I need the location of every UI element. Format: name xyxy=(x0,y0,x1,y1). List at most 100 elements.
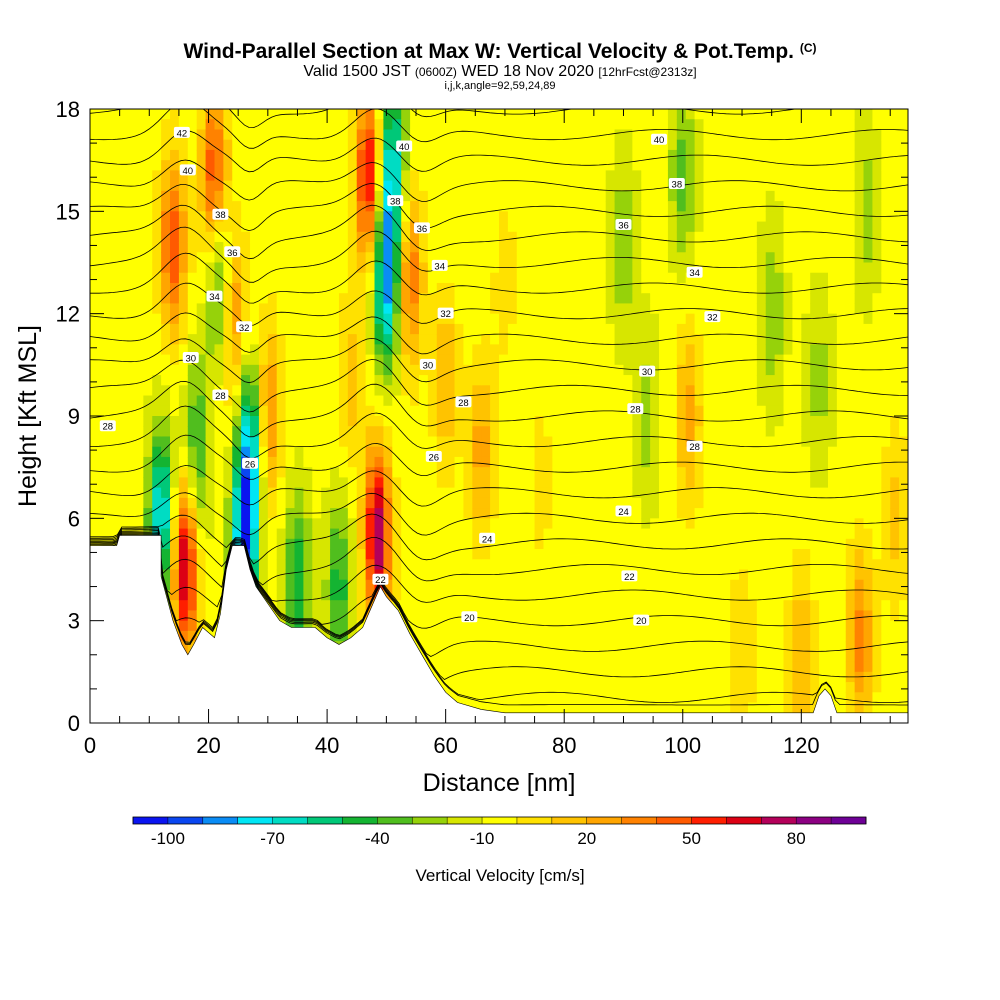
w-cell xyxy=(712,170,722,182)
w-cell xyxy=(579,231,589,243)
w-cell xyxy=(383,272,393,284)
w-cell xyxy=(561,313,571,325)
w-cell xyxy=(516,149,527,161)
w-cell xyxy=(454,682,465,693)
w-cell xyxy=(90,467,100,478)
w-cell xyxy=(241,303,251,315)
w-cell xyxy=(410,436,420,448)
w-cell xyxy=(579,651,589,663)
w-cell xyxy=(774,334,785,345)
w-cell xyxy=(392,303,402,315)
w-cell xyxy=(196,589,207,601)
w-cell xyxy=(676,119,687,131)
w-cell xyxy=(454,119,465,131)
w-cell xyxy=(667,252,678,264)
w-cell xyxy=(632,497,642,509)
w-cell xyxy=(774,375,785,386)
w-cell xyxy=(196,139,207,151)
w-cell xyxy=(659,538,669,550)
w-cell xyxy=(463,436,473,448)
w-cell xyxy=(525,149,536,161)
w-cell xyxy=(614,671,625,683)
w-cell xyxy=(756,467,767,478)
w-cell xyxy=(267,549,278,560)
w-cell xyxy=(747,364,758,376)
w-cell xyxy=(525,600,536,612)
w-cell xyxy=(623,201,633,212)
w-cell xyxy=(178,579,189,591)
w-cell xyxy=(356,416,367,427)
w-cell xyxy=(525,385,536,397)
w-cell xyxy=(587,467,598,478)
w-cell xyxy=(374,559,385,571)
w-cell xyxy=(294,487,304,499)
w-cell xyxy=(232,282,242,294)
w-cell xyxy=(178,190,189,202)
w-cell xyxy=(685,467,696,478)
w-cell xyxy=(561,272,571,284)
w-cell xyxy=(819,364,829,376)
w-cell xyxy=(650,620,660,632)
w-cell xyxy=(241,334,251,345)
w-cell xyxy=(730,538,740,550)
w-cell xyxy=(712,528,722,540)
w-cell xyxy=(107,119,118,131)
w-cell xyxy=(241,221,251,233)
w-cell xyxy=(543,160,553,171)
w-cell xyxy=(712,119,722,131)
w-cell xyxy=(481,180,491,192)
w-cell xyxy=(187,497,198,509)
w-cell xyxy=(338,109,349,120)
w-cell xyxy=(747,303,758,315)
w-cell xyxy=(116,262,127,274)
w-cell xyxy=(418,139,429,151)
w-cell xyxy=(250,518,260,530)
w-cell xyxy=(178,436,189,448)
w-cell xyxy=(196,242,207,253)
w-cell xyxy=(374,109,385,120)
w-cell xyxy=(392,426,402,438)
w-cell xyxy=(463,405,473,417)
w-cell xyxy=(534,467,545,478)
w-cell xyxy=(374,139,385,151)
w-cell xyxy=(747,313,758,325)
w-cell xyxy=(623,160,633,171)
w-cell xyxy=(570,549,580,560)
w-cell xyxy=(543,303,553,315)
w-cell xyxy=(739,282,749,294)
w-cell xyxy=(552,129,562,141)
w-cell xyxy=(516,395,527,407)
w-cell xyxy=(321,497,331,509)
w-cell xyxy=(641,395,651,407)
w-cell xyxy=(694,334,705,345)
w-cell xyxy=(294,323,304,335)
w-cell xyxy=(507,702,518,714)
w-cell xyxy=(641,446,651,458)
w-cell xyxy=(365,109,376,120)
w-cell xyxy=(294,600,304,612)
w-cell xyxy=(507,456,518,468)
w-cell xyxy=(499,272,509,284)
w-cell xyxy=(730,610,740,622)
w-cell xyxy=(214,139,224,151)
w-cell xyxy=(436,221,447,233)
w-cell xyxy=(392,262,402,274)
w-cell xyxy=(303,446,313,458)
w-cell xyxy=(756,180,767,192)
w-cell xyxy=(294,610,304,622)
w-cell xyxy=(587,190,598,202)
w-cell xyxy=(187,405,198,417)
w-cell xyxy=(196,109,207,120)
w-cell xyxy=(721,446,731,458)
w-cell xyxy=(187,344,198,356)
w-cell xyxy=(90,456,100,468)
w-cell xyxy=(356,170,367,182)
w-cell xyxy=(463,354,473,366)
w-cell xyxy=(739,559,749,571)
w-cell xyxy=(170,416,180,427)
w-cell xyxy=(765,252,776,264)
w-cell xyxy=(561,170,571,182)
w-cell xyxy=(712,446,722,458)
w-cell xyxy=(330,436,340,448)
w-cell xyxy=(490,508,500,519)
